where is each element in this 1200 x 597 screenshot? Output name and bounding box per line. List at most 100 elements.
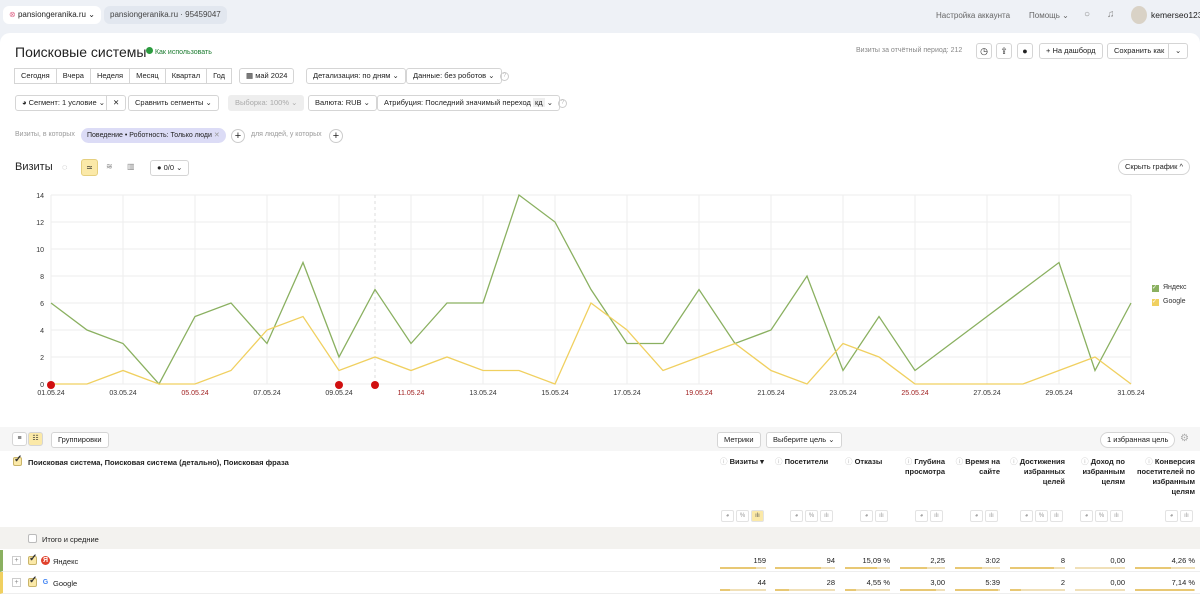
percent-icon[interactable]: % <box>1035 510 1048 522</box>
series-line-google <box>51 301 1132 385</box>
hide-chart-button[interactable]: Скрыть график ^ <box>1118 159 1191 175</box>
column-header[interactable]: ⓘ Визиты ▾ <box>720 457 764 466</box>
area-chart-icon[interactable]: ≋ <box>106 162 113 171</box>
column-header[interactable]: ⓘ Глубина просмотра <box>904 457 945 476</box>
percent-icon[interactable]: % <box>805 510 818 522</box>
legend-item[interactable]: ✓ Яндекс <box>1152 284 1187 292</box>
bell-icon[interactable]: ♫ <box>1107 9 1115 20</box>
period-button[interactable]: Сегодня <box>14 68 57 84</box>
pie-icon[interactable]: ◕ <box>1165 510 1178 522</box>
username[interactable]: kemerseo123 <box>1151 10 1200 20</box>
pie-icon[interactable]: ◕ <box>970 510 983 522</box>
help-icon[interactable]: ? <box>558 99 567 108</box>
segment-dropdown[interactable]: ◕ Сегмент: 1 условие ⌄ <box>15 95 113 111</box>
period-button[interactable]: Месяц <box>129 68 166 84</box>
period-button[interactable]: Квартал <box>164 68 208 84</box>
dimension-checkbox[interactable] <box>13 454 22 466</box>
info-icon: ⓘ <box>775 457 783 466</box>
export-icon[interactable]: ⇪ <box>996 43 1012 59</box>
bar-icon[interactable]: ılı <box>875 510 888 522</box>
close-icon[interactable]: ✕ <box>213 132 220 139</box>
y-tick-label: 4 <box>40 328 44 335</box>
history-icon[interactable]: ◷ <box>976 43 992 59</box>
table-cell: 3:02 <box>985 556 1000 565</box>
favorite-goal-button[interactable]: 1 избранная цель <box>1100 432 1176 448</box>
annotations-dropdown[interactable]: ● 0/0 ⌄ <box>150 160 190 176</box>
pie-icon[interactable]: ◕ <box>860 510 873 522</box>
column-header[interactable]: ⓘ Время на сайте <box>955 457 1000 476</box>
goal-dropdown[interactable]: Выберите цель ⌄ <box>766 432 842 448</box>
expand-icon[interactable]: + <box>12 556 21 565</box>
help-icon[interactable]: ? <box>500 72 509 81</box>
avatar[interactable] <box>1131 6 1147 24</box>
tree-view-icon[interactable]: ☷ <box>28 432 43 446</box>
column-view-toggles: ◕% ılı <box>1080 510 1123 522</box>
pie-icon[interactable]: ◕ <box>1080 510 1093 522</box>
expand-icon[interactable]: + <box>12 578 21 587</box>
totals-checkbox[interactable] <box>28 534 37 543</box>
row-label[interactable]: Яндекс <box>53 557 79 566</box>
row-label[interactable]: Google <box>53 579 78 588</box>
detail-dropdown[interactable]: Детализация: по дням ⌄ <box>306 68 406 84</box>
compare-icon[interactable]: ● <box>1017 43 1033 59</box>
column-header[interactable]: ⓘ Доход по избранным целям <box>1081 457 1125 486</box>
period-button[interactable]: Год <box>206 68 233 84</box>
table-cell: 4,26 % <box>1171 556 1195 565</box>
row-checkbox[interactable] <box>28 575 37 587</box>
table-row[interactable] <box>0 550 1200 572</box>
legend-checkbox[interactable]: ✓ <box>1152 299 1159 306</box>
bar-icon[interactable]: ılı <box>751 510 764 522</box>
chat-icon[interactable]: ○ <box>1084 9 1091 20</box>
groupings-button[interactable]: Группировки <box>51 432 109 448</box>
pie-icon[interactable]: ◕ <box>1020 510 1033 522</box>
sample-dropdown[interactable]: Выборка: 100% ⌄ <box>228 95 305 111</box>
bar-chart-icon[interactable]: ▥ <box>127 162 135 171</box>
account-settings-link[interactable]: Настройка аккаунта <box>936 11 1011 20</box>
data-filter-dropdown[interactable]: Данные: без роботов ⌄ <box>406 68 502 84</box>
row-checkbox[interactable] <box>28 553 37 565</box>
site-selector[interactable]: ⊗ pansiongeranika.ru ⌄ <box>3 6 101 24</box>
percent-icon[interactable]: % <box>1095 510 1108 522</box>
bar-icon[interactable]: ılı <box>930 510 943 522</box>
percent-icon[interactable]: % <box>736 510 749 522</box>
x-tick-label: 15.05.24 <box>541 390 568 397</box>
date-range-button[interactable]: ▦ май 2024 <box>239 68 295 84</box>
to-dashboard-button[interactable]: + На дашборд <box>1039 43 1103 59</box>
compare-segments-dropdown[interactable]: Сравнить сегменты ⌄ <box>128 95 219 111</box>
bar-icon[interactable]: ılı <box>1110 510 1123 522</box>
save-as-button[interactable]: Сохранить как <box>1107 43 1172 59</box>
bar-icon[interactable]: ılı <box>1180 510 1193 522</box>
info-icon: ⓘ <box>1081 457 1089 466</box>
column-header[interactable]: ⓘ Отказы <box>845 457 883 466</box>
add-filter-button[interactable]: + <box>231 129 245 143</box>
currency-dropdown[interactable]: Валюта: RUB ⌄ <box>308 95 377 111</box>
bar-icon[interactable]: ılı <box>1050 510 1063 522</box>
pie-icon[interactable]: ◕ <box>790 510 803 522</box>
line-chart-icon[interactable]: ≃ <box>81 159 98 176</box>
column-header[interactable]: ⓘ Достижения избранных целей <box>1010 457 1065 486</box>
bar-icon[interactable]: ılı <box>820 510 833 522</box>
save-as-dropdown[interactable]: ⌄ <box>1168 43 1189 59</box>
clear-segment-button[interactable]: ✕ <box>106 95 127 111</box>
bar-icon[interactable]: ılı <box>985 510 998 522</box>
add-people-filter-button[interactable]: + <box>329 129 343 143</box>
legend-item[interactable]: ✓ Google <box>1152 298 1186 306</box>
pie-icon[interactable]: ◕ <box>721 510 734 522</box>
table-row[interactable] <box>0 572 1200 594</box>
pie-icon[interactable]: ◕ <box>915 510 928 522</box>
filter-chip[interactable]: Поведение • Роботность: Только люди ✕ <box>81 128 226 143</box>
attribution-dropdown[interactable]: Атрибуция: Последний значимый переход кд… <box>377 95 561 111</box>
pie-chart-icon[interactable]: ◌ <box>62 162 68 172</box>
metrics-button[interactable]: Метрики <box>717 432 761 448</box>
column-header[interactable]: ⓘ Конверсия посетителей по избранным цел… <box>1136 457 1195 496</box>
period-button[interactable]: Вчера <box>55 68 91 84</box>
help-menu[interactable]: Помощь ⌄ <box>1029 11 1069 20</box>
how-to-link[interactable]: Как использовать <box>146 47 212 56</box>
legend-checkbox[interactable]: ✓ <box>1152 285 1159 292</box>
counter-tab[interactable]: pansiongeranika.ru · 95459047 <box>104 6 227 24</box>
value-bar <box>775 589 835 591</box>
list-view-icon[interactable]: ≡ <box>12 432 27 446</box>
period-button[interactable]: Неделя <box>89 68 131 84</box>
column-header[interactable]: ⓘ Посетители <box>775 457 829 466</box>
settings-icon[interactable]: ⚙ <box>1180 433 1189 444</box>
